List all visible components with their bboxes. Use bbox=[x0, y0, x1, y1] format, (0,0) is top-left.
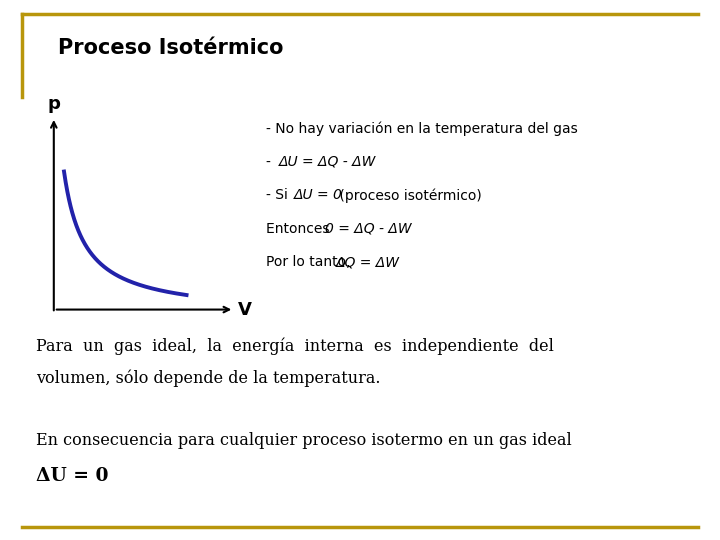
Text: V: V bbox=[238, 301, 251, 319]
Text: p: p bbox=[48, 96, 60, 113]
Text: 0 = ΔQ - ΔW: 0 = ΔQ - ΔW bbox=[325, 222, 412, 236]
Text: ΔU = 0: ΔU = 0 bbox=[294, 188, 343, 202]
Text: Por lo tanto,: Por lo tanto, bbox=[266, 255, 355, 269]
Text: Entonces: Entonces bbox=[266, 222, 338, 236]
Text: (proceso isotérmico): (proceso isotérmico) bbox=[335, 188, 482, 203]
Text: ΔQ = ΔW: ΔQ = ΔW bbox=[336, 255, 400, 269]
Text: -: - bbox=[266, 155, 276, 169]
Text: Proceso Isotérmico: Proceso Isotérmico bbox=[58, 38, 283, 58]
Text: Para  un  gas  ideal,  la  energía  interna  es  independiente  del: Para un gas ideal, la energía interna es… bbox=[36, 338, 554, 355]
Text: volumen, sólo depende de la temperatura.: volumen, sólo depende de la temperatura. bbox=[36, 370, 380, 387]
Text: En consecuencia para cualquier proceso isotermo en un gas ideal: En consecuencia para cualquier proceso i… bbox=[36, 432, 572, 449]
Text: - No hay variación en la temperatura del gas: - No hay variación en la temperatura del… bbox=[266, 122, 578, 136]
Text: ΔU = 0: ΔU = 0 bbox=[36, 467, 109, 485]
Text: ΔU = ΔQ - ΔW: ΔU = ΔQ - ΔW bbox=[279, 155, 376, 169]
Text: - Si: - Si bbox=[266, 188, 292, 202]
